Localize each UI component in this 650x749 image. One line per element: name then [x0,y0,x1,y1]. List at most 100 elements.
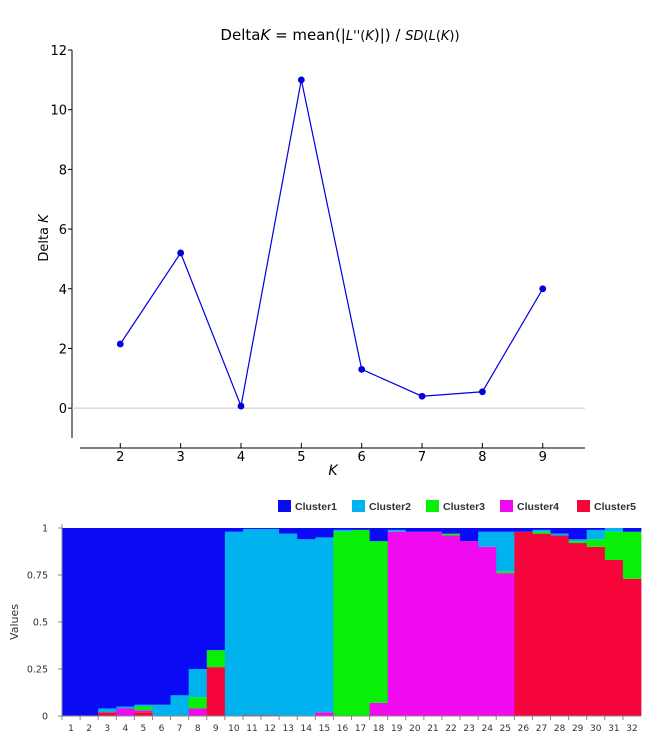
bar-segment-cluster1 [261,528,280,529]
bar-segment-cluster3 [496,571,515,574]
bar-segment-cluster5 [514,531,533,716]
cluster-chart: Cluster1 Cluster2 Cluster3 Cluster4 Cluster5… [8,500,642,734]
legend-label: Cluster3 [443,501,485,513]
bar-segment-cluster4 [441,535,461,716]
bar-segment-cluster2 [170,695,190,716]
bar-segment-cluster3 [351,529,370,716]
bar-segment-cluster2 [568,539,588,542]
bar-segment-cluster1 [134,528,153,705]
x-tick-label: 6 [159,724,165,734]
x-tick-label: 16 [337,724,349,734]
bar-segment-cluster3 [586,539,606,547]
bar-segment-cluster5 [604,559,624,716]
legend-swatch [426,500,439,512]
y-tick-label: 0.25 [27,665,48,676]
bar-segment-cluster1 [369,528,389,542]
x-tick-label: 13 [282,724,293,734]
x-tick-label: 5 [141,724,147,734]
y-tick-label: 8 [59,163,67,178]
bar-segment-cluster5 [568,543,588,716]
bar-segment-cluster1 [206,528,226,651]
bar-segment-cluster2 [242,528,262,716]
bar-segment-cluster1 [568,528,588,540]
legend-item-cluster3: Cluster3 [426,500,485,513]
bar-segment-cluster2 [152,704,171,716]
legend-swatch [500,500,513,512]
x-tick-label: 14 [301,724,313,734]
x-tick-label: 9 [213,724,219,734]
bar-segment-cluster1 [152,528,171,705]
bar-segment-cluster5 [206,667,226,716]
y-tick-label: 10 [50,104,67,119]
x-tick-label: 27 [536,724,547,734]
y-tick-label: 2 [59,342,67,357]
x-tick-label: 7 [177,724,183,734]
bar-segment-cluster1 [405,528,425,532]
y-tick-label: 0.75 [27,571,48,582]
x-tick-label: 22 [445,724,456,734]
bar-segment-cluster1 [80,528,99,716]
data-point [177,249,185,257]
bar-segment-cluster1 [224,528,244,532]
bar-segment-cluster2 [550,533,570,536]
y-tick-label: 0 [42,712,48,723]
y-axis-label: Values [8,604,21,640]
bar-segment-cluster4 [460,541,479,716]
bar-segment-cluster1 [532,528,551,530]
x-tick-label: 2 [116,450,124,465]
x-tick-label: 4 [237,450,245,465]
bar-segment-cluster2 [279,533,298,716]
bar-segment-cluster1 [242,528,262,529]
data-point [358,365,366,373]
x-tick-label: 21 [427,724,438,734]
bar-segment-cluster2 [387,529,407,532]
bar-segment-cluster4 [387,531,407,716]
y-axis-label: Delta K [37,213,52,262]
legend-swatch [278,500,291,512]
bar-segment-cluster3 [441,533,461,536]
bar-segment-cluster1 [550,528,570,534]
bar-segment-cluster2 [478,531,497,547]
x-tick-label: 11 [246,724,257,734]
legend-swatch [352,500,365,512]
legend-item-cluster5: Cluster5 [577,500,636,513]
y-tick-label: 0 [59,402,67,417]
y-tick-label: 0.5 [33,618,48,629]
bar-segment-cluster1 [387,528,407,530]
bar-segment-cluster5 [98,712,117,716]
x-tick-label: 25 [500,724,511,734]
x-tick-label: 31 [608,724,619,734]
x-tick-label: 12 [264,724,275,734]
bar-segment-cluster3 [134,706,153,711]
bar-segment-cluster1 [279,528,298,534]
x-tick-label: 3 [104,724,110,734]
x-tick-label: 20 [409,724,421,734]
bar-segment-cluster4 [134,710,153,713]
x-tick-label: 9 [539,450,547,465]
data-point [116,340,124,348]
bar-segment-cluster1 [351,528,370,530]
bar-segment-cluster1 [586,528,606,530]
bar-segment-cluster2 [224,531,244,716]
x-tick-label: 18 [373,724,385,734]
bar-segment-cluster1 [622,528,642,532]
legend-swatch [577,500,590,512]
bar-segment-cluster4 [478,546,497,716]
legend-label: Cluster4 [517,501,559,513]
x-tick-label: 1 [68,724,74,734]
y-tick-label: 1 [42,524,48,535]
bar-segment-cluster4 [496,573,515,716]
bar-segment-cluster1 [333,528,352,530]
data-point [479,388,486,396]
x-tick-label: 5 [297,450,305,465]
bar-segment-cluster1 [98,528,117,709]
y-tick-label: 4 [59,283,67,298]
bar-segment-cluster3 [333,531,352,716]
x-tick-label: 8 [195,724,201,734]
legend-label: Cluster1 [295,501,337,513]
bar-segment-cluster2 [116,706,135,709]
legend-item-cluster1: Cluster1 [278,500,337,513]
bar-segment-cluster5 [532,533,551,716]
bar-segment-cluster1 [116,528,135,707]
data-point [418,392,426,400]
